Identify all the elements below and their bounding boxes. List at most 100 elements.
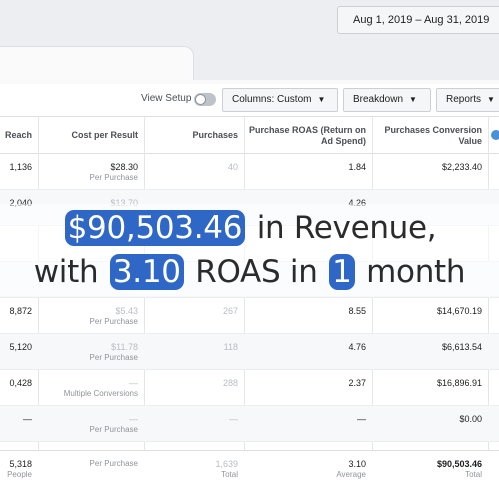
date-range-label: Aug 1, 2019 – Aug 31, 2019 <box>353 14 490 26</box>
active-tab[interactable] <box>0 46 194 80</box>
cell-reach-value: 2,040 <box>9 198 32 208</box>
total-reach-sub: People <box>7 470 32 479</box>
breakdown-button-label: Breakdown <box>353 94 404 105</box>
headline-line-1: $90,503.46 in Revenue, <box>0 208 499 248</box>
cell-roas-value: — <box>357 414 366 424</box>
cell-reach: 0,428 <box>0 370 38 405</box>
reports-button-label: Reports <box>446 94 482 105</box>
cell-purchases-value: 288 <box>222 378 238 388</box>
column-divider <box>38 116 39 499</box>
table-row[interactable]: — — Per Purchase — — $0.00 <box>0 406 499 442</box>
total-purchases-value: 1,639 <box>215 459 238 469</box>
breakdown-button[interactable]: Breakdown ▼ <box>343 88 431 112</box>
chevron-down-icon: ▼ <box>409 95 417 104</box>
month-text: month <box>366 254 466 290</box>
column-divider <box>244 116 245 499</box>
cell-conversion-value-value: $16,896.91 <box>436 378 482 388</box>
table-toolbar: View Setup Columns: Custom ▼ Breakdown ▼ R… <box>0 84 499 116</box>
cell-roas-value: 2.37 <box>348 378 366 388</box>
revenue-text: in Revenue, <box>256 210 437 246</box>
cell-reach-value: 0,428 <box>9 378 32 388</box>
cell-conversion-value: $0.00 <box>372 406 488 441</box>
totals-row: 5,318 People Per Purchase 1,639 Total 3.… <box>0 450 499 499</box>
cell-conversion-value: $2,233.40 <box>372 154 488 189</box>
cell-conversion-value-value: $2,233.40 <box>441 162 482 172</box>
revenue-highlight: $90,503.46 <box>64 210 246 246</box>
cell-cost-per-result-value: $13.70 <box>110 198 138 208</box>
table-row[interactable]: 1,136 $28.30 Per Purchase 40 1.84 $2,233.40 <box>0 154 499 190</box>
cell-cost-per-result-value: — <box>129 414 138 424</box>
column-divider <box>488 116 489 499</box>
columns-button[interactable]: Columns: Custom ▼ <box>222 88 338 112</box>
roas-highlight: 3.10 <box>109 254 184 290</box>
total-cost: Per Purchase <box>38 451 144 499</box>
cell-roas-value: 4.76 <box>348 342 366 352</box>
cell-cost-per-result-value: — <box>129 378 138 388</box>
roas-text: ROAS in <box>195 254 318 290</box>
column-divider <box>144 116 145 499</box>
cell-cost-per-result-value: $11.78 <box>111 342 138 352</box>
cell-reach-value: 1,136 <box>9 162 32 172</box>
total-purchases: 1,639 Total <box>144 451 244 499</box>
total-reach-value: 5,318 <box>9 459 32 469</box>
view-setup-toggle[interactable] <box>194 93 216 106</box>
column-header-conversion-value[interactable]: Purchases Conversion Value <box>384 124 482 146</box>
cell-cost-per-result-value: $28.30 <box>110 162 138 172</box>
cell-conversion-value: $6,613.54 <box>372 334 488 369</box>
table-row[interactable]: 8,872 $5.43 Per Purchase 267 8.55 $14,670.19 <box>0 298 499 334</box>
total-roas-sub: Average <box>336 470 366 479</box>
cell-conversion-value: $16,896.91 <box>372 370 488 405</box>
view-setup-label: View Setup <box>141 93 192 104</box>
column-header-roas[interactable]: Purchase ROAS (Return on Ad Spend) <box>248 124 366 146</box>
total-value-sub: Total <box>465 470 482 479</box>
cell-purchases-value: 40 <box>227 162 238 172</box>
cell-purchases: 118 <box>144 334 244 369</box>
toggle-knob <box>195 94 206 105</box>
column-divider <box>372 116 373 499</box>
cell-reach-value: 5,120 <box>9 342 32 352</box>
cell-cost-per-result: $28.30 Per Purchase <box>38 154 144 189</box>
cell-roas: 2.37 <box>244 370 372 405</box>
cell-cost-per-result-sub: Per Purchase <box>89 317 138 326</box>
info-icon[interactable] <box>491 130 499 140</box>
cell-roas-value: 4.26 <box>348 198 366 208</box>
with-text: with <box>33 254 99 290</box>
total-purchases-sub: Total <box>221 470 238 479</box>
months-highlight: 1 <box>329 254 355 290</box>
cell-roas: 8.55 <box>244 298 372 333</box>
column-header-cost-per-result[interactable]: Cost per Result <box>71 130 138 140</box>
reports-button[interactable]: Reports ▼ <box>436 88 499 112</box>
table-row[interactable]: 0,428 — Multiple Conversions 288 2.37 $16,896… <box>0 370 499 406</box>
headline-line-2: with 3.10 ROAS in 1 month <box>0 252 499 292</box>
tab-row <box>0 40 499 80</box>
tab-underlay <box>0 80 499 84</box>
total-roas: 3.10 Average <box>244 451 372 499</box>
cell-cost-per-result: — Per Purchase <box>38 406 144 441</box>
columns-button-label: Columns: Custom <box>232 94 312 105</box>
column-header-reach[interactable]: Reach <box>4 130 32 140</box>
cell-cost-per-result-sub: Per Purchase <box>89 173 138 182</box>
cell-conversion-value-value: $6,613.54 <box>441 342 482 352</box>
chevron-down-icon: ▼ <box>317 95 326 104</box>
cell-roas-value: 1.84 <box>348 162 366 172</box>
ads-table: Reach Cost per Result Purchases Purchase… <box>0 116 499 499</box>
cell-reach: 8,872 <box>0 298 38 333</box>
cell-roas: — <box>244 406 372 441</box>
cell-cost-per-result-value: $5.43 <box>115 306 138 316</box>
cell-conversion-value-value: $0.00 <box>459 414 482 424</box>
column-header-purchases[interactable]: Purchases <box>192 130 238 140</box>
total-value-value: $90,503.46 <box>436 459 482 469</box>
cell-reach: — <box>0 406 38 441</box>
cell-purchases: 288 <box>144 370 244 405</box>
cell-reach-value: — <box>23 414 32 424</box>
date-range-picker[interactable]: Aug 1, 2019 – Aug 31, 2019 ▼ <box>337 6 499 34</box>
cell-cost-per-result-sub: Multiple Conversions <box>63 389 138 398</box>
cell-cost-per-result-sub: Per Purchase <box>89 425 138 434</box>
cell-conversion-value-value: $14,670.19 <box>436 306 482 316</box>
total-value: $90,503.46 Total <box>372 451 488 499</box>
cell-reach: 2,040 <box>0 190 38 225</box>
cell-cost-per-result-sub: Per Purchase <box>89 353 138 362</box>
table-row[interactable]: 5,120 $11.78 Per Purchase 118 4.76 $6,613.54 <box>0 334 499 370</box>
cell-cost-per-result: $5.43 Per Purchase <box>38 298 144 333</box>
cell-roas: 1.84 <box>244 154 372 189</box>
